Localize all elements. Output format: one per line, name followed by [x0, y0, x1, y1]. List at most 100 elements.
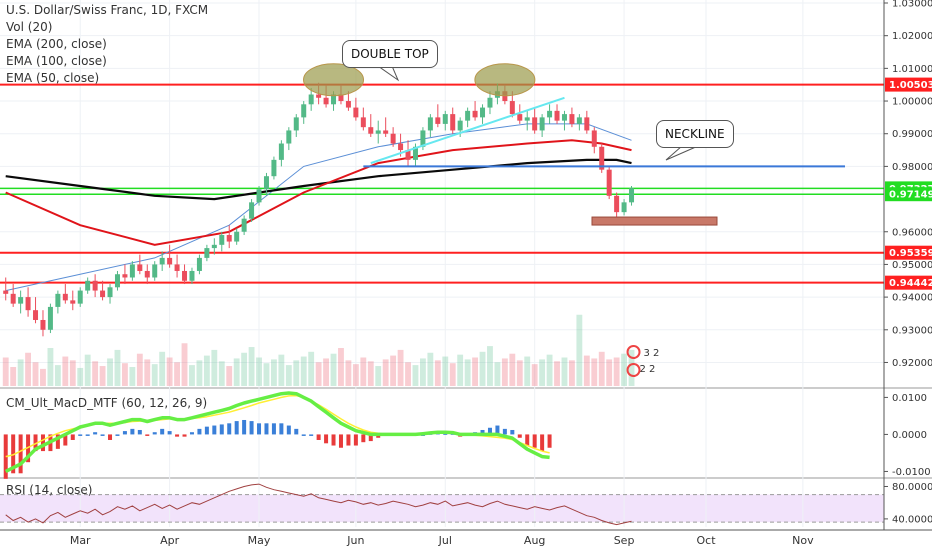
macd-histogram-bar — [26, 434, 31, 463]
vol-legend[interactable]: Vol (20) — [6, 20, 53, 34]
candle-body — [591, 130, 597, 147]
month-tick-label: Jul — [438, 534, 452, 547]
drawings[interactable]: 3 22 2 — [303, 63, 845, 377]
macd-histogram-bar — [309, 434, 314, 436]
candle-body — [368, 127, 374, 134]
volume-bar — [621, 353, 627, 386]
macd-histogram-bar — [78, 434, 83, 436]
candle-body — [92, 280, 98, 291]
price-tick-label: 0.95000 — [892, 260, 932, 271]
candle-body — [353, 107, 359, 118]
volume-bar — [62, 356, 69, 386]
volume-bar — [2, 357, 9, 386]
volume-bar — [472, 357, 478, 386]
month-tick-label: Nov — [792, 534, 814, 547]
candle-body — [174, 264, 180, 271]
level-price-tag-bg — [885, 275, 932, 290]
candle-body — [420, 130, 426, 147]
double-top-callout[interactable]: DOUBLE TOP — [342, 40, 438, 68]
volume-bar — [352, 364, 359, 386]
volume-bar — [576, 314, 583, 386]
volume-bar — [144, 359, 151, 386]
macd-histogram-bar — [257, 423, 262, 435]
volume-bar — [218, 361, 225, 386]
candle-body — [360, 117, 366, 128]
macd-histogram-bar — [361, 434, 366, 443]
macd-histogram-bar — [152, 432, 157, 435]
candle-body — [629, 188, 635, 203]
volume-bar — [591, 358, 598, 386]
macd-tick-label: -0.0100 — [892, 467, 931, 478]
candle-body — [100, 290, 106, 298]
volume-bar — [427, 352, 434, 386]
volume-bar — [174, 362, 180, 386]
candle-body — [316, 94, 322, 98]
volume-bar — [524, 356, 531, 386]
macd-histogram-bar — [242, 419, 247, 435]
macd-histogram-bar — [264, 423, 269, 435]
macd-histogram-bar — [219, 424, 224, 435]
candle-body — [137, 264, 143, 271]
price-tick-label: 0.98000 — [892, 162, 932, 173]
macd-tick-label: 0.0100 — [892, 393, 927, 404]
volume-bar — [151, 364, 158, 386]
macd-pane — [3, 391, 552, 479]
candle-body — [390, 133, 396, 144]
macd-histogram-bar — [108, 434, 113, 440]
macd-histogram-bar — [480, 429, 485, 435]
candle-body — [331, 94, 337, 105]
macd-histogram-bar — [525, 434, 530, 446]
candle-body — [271, 159, 277, 177]
chart-title: U.S. Dollar/Swiss Franc, 1D, FXCM — [6, 3, 209, 17]
candle-body — [539, 117, 545, 131]
macd-histogram-bar — [40, 434, 45, 452]
macd-histogram-bar — [11, 434, 16, 474]
price-tick-label: 1.02000 — [892, 31, 932, 42]
rsi-legend[interactable]: RSI (14, close) — [6, 483, 93, 497]
macd-histogram-bar — [18, 434, 23, 474]
candle-body — [114, 274, 120, 288]
candle-body — [219, 235, 225, 245]
volume-bar — [17, 359, 24, 386]
macd-legend[interactable]: CM_Ult_MacD_MTF (60, 12, 26, 9) — [6, 396, 208, 410]
candle-body — [323, 97, 329, 105]
price-tick-label: 0.92000 — [892, 358, 932, 369]
candle-body — [122, 274, 128, 278]
volume-bar — [248, 347, 255, 386]
volume-bar — [293, 360, 300, 386]
candle-body — [554, 110, 560, 121]
macd-histogram-bar — [100, 434, 105, 436]
candle-body — [524, 117, 530, 121]
ema50-line — [5, 139, 632, 246]
volume-bar — [211, 349, 218, 386]
volume-bar — [271, 359, 277, 386]
volume-bar — [241, 352, 248, 386]
candle-body — [457, 120, 463, 131]
ema100-legend[interactable]: EMA (100, close) — [6, 54, 107, 68]
macd-histogram-bar — [517, 434, 522, 438]
candle-body — [263, 176, 269, 190]
candle-body — [301, 104, 307, 118]
candle-body — [167, 257, 173, 265]
neckline-callout[interactable]: NECKLINE — [656, 120, 734, 148]
macd-histogram-bar — [338, 434, 343, 448]
macd-histogram-bar — [540, 434, 545, 452]
candle-body — [487, 97, 493, 108]
candle-body — [465, 110, 471, 121]
candle-body — [47, 306, 53, 330]
trendline — [370, 96, 565, 165]
candle-body — [129, 264, 135, 278]
candle-body — [25, 297, 31, 311]
double-top-marker — [474, 63, 536, 97]
candle-body — [345, 101, 351, 108]
ema200-legend[interactable]: EMA (200, close) — [6, 37, 107, 51]
candle-body — [450, 114, 456, 131]
macd-histogram-bar — [502, 428, 507, 435]
candle-body — [226, 235, 232, 242]
ema50-legend[interactable]: EMA (50, close) — [6, 71, 100, 85]
volume-bar — [494, 362, 501, 386]
macd-histogram-bar — [33, 434, 38, 452]
